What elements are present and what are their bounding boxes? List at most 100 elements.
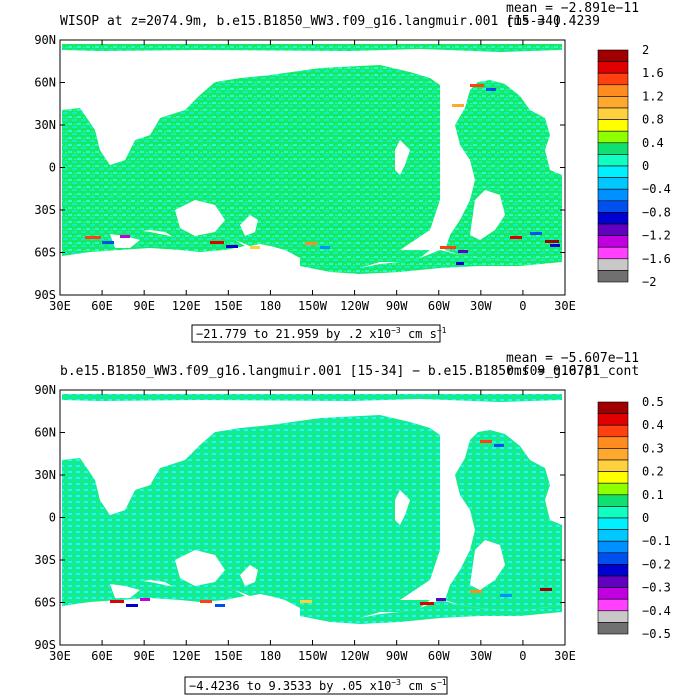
- panel-2-lat-axis: 90N 60N 30N 0 30S 60S 90S: [34, 383, 565, 652]
- lon-label: 60W: [428, 299, 450, 313]
- colorbar-swatch: [597, 552, 629, 565]
- colorbar-swatch: [597, 246, 629, 260]
- lon-label: 120W: [340, 649, 370, 663]
- lon-label: 30E: [49, 299, 71, 313]
- lon-label: 150W: [298, 299, 328, 313]
- lon-label: 30W: [470, 299, 492, 313]
- colorbar-swatch: [597, 564, 629, 577]
- lon-label: 120E: [172, 299, 201, 313]
- colorbar-label: 0.4: [642, 418, 664, 432]
- lat-label: 0: [49, 511, 56, 525]
- lat-label: 30N: [34, 118, 56, 132]
- svg-text:−21.779 to 21.959 by .2 x10−3: −21.779 to 21.959 by .2 x10−3 cm s−1: [196, 326, 447, 341]
- colorbar-label: −1.2: [642, 229, 671, 243]
- lat-label: 60N: [34, 426, 56, 440]
- panel-1-range-exp: −3: [391, 326, 401, 335]
- lon-label: 30E: [49, 649, 71, 663]
- panel-2: mean = −5.607e−11 rms = 0.0781 b.e15.B18…: [34, 351, 671, 695]
- lat-label: 0: [49, 161, 56, 175]
- lon-label: 150E: [214, 299, 243, 313]
- panel-2-mean: mean = −5.607e−11: [506, 351, 639, 366]
- svg-text:−4.4236 to 9.3533 by .05 x10−3: −4.4236 to 9.3533 by .05 x10−3 cm s−1: [189, 678, 447, 693]
- colorbar-swatch: [597, 84, 629, 97]
- lat-label: 90N: [34, 383, 56, 397]
- colorbar-swatch: [597, 575, 629, 588]
- lat-label: 90N: [34, 33, 56, 47]
- colorbar-swatch: [597, 459, 629, 472]
- colorbar-swatch: [597, 424, 629, 438]
- panel-1-lon-axis: 30E 60E 90E 120E 150E 180 150W 120W 90W 60W 30W 0 30…: [49, 40, 576, 313]
- panel-2-range-box: −4.4236 to 9.3533 by .05 x10−3 cm s−1: [184, 676, 448, 695]
- panel-1: mean = −2.891e−11 rms = 0.4239 WISOP at …: [34, 1, 671, 343]
- panel-2-title: b.e15.B1850_WW3.f09_g16.langmuir.001 [15…: [60, 364, 639, 379]
- lat-label: 30S: [34, 203, 56, 217]
- lat-label: 60N: [34, 76, 56, 90]
- colorbar-label: 1.6: [642, 66, 664, 80]
- colorbar-label: −0.5: [642, 627, 671, 641]
- colorbar-swatch: [597, 200, 629, 213]
- colorbar-swatch: [597, 119, 629, 132]
- colorbar-label: −0.4: [642, 182, 671, 196]
- colorbar-label: 0.1: [642, 488, 664, 502]
- colorbar-swatch: [597, 517, 629, 530]
- panel-1-range-units: cm s: [401, 327, 437, 341]
- colorbar-label: −0.2: [642, 557, 671, 571]
- lon-label: 120E: [172, 649, 201, 663]
- colorbar-label: −0.1: [642, 534, 671, 548]
- colorbar-swatch: [597, 142, 629, 155]
- colorbar-swatch: [597, 529, 629, 542]
- lon-label: 180: [260, 649, 282, 663]
- panel-2-map: [60, 390, 565, 645]
- colorbar-swatch: [597, 436, 629, 449]
- lat-label: 60S: [34, 596, 56, 610]
- lon-label: 90W: [386, 649, 408, 663]
- lon-label: 90E: [133, 649, 155, 663]
- colorbar-label: −0.8: [642, 205, 671, 219]
- panel-2-range-text: −4.4236 to 9.3533 by .05 x10: [189, 679, 391, 693]
- panel-1-rms: rms = 0.4239: [506, 14, 600, 29]
- lon-label: 180: [260, 299, 282, 313]
- lon-label: 60E: [91, 299, 113, 313]
- colorbar-swatch: [597, 506, 629, 519]
- colorbar-swatch: [597, 610, 629, 623]
- panel-1-mean: mean = −2.891e−11: [506, 1, 639, 16]
- colorbar-swatch: [597, 130, 629, 144]
- panel-1-range-text: −21.779 to 21.959 by .2 x10: [196, 327, 391, 341]
- panel-1-title: WISOP at z=2074.9m, b.e15.B1850_WW3.f09_…: [60, 14, 561, 29]
- lon-label: 0: [519, 299, 526, 313]
- lon-label: 30W: [470, 649, 492, 663]
- lat-label: 30N: [34, 468, 56, 482]
- colorbar-swatch: [597, 540, 629, 554]
- colorbar-label: 0: [642, 511, 649, 525]
- colorbar-label: −1.6: [642, 252, 671, 266]
- colorbar-swatch: [597, 107, 629, 120]
- colorbar-swatch: [597, 235, 629, 248]
- colorbar-swatch: [597, 177, 629, 190]
- panel-2-colorbar: [597, 401, 629, 635]
- colorbar-label: 0.3: [642, 441, 664, 455]
- colorbar-label: −0.3: [642, 581, 671, 595]
- lon-label: 120W: [340, 299, 370, 313]
- colorbar-label: 0.2: [642, 465, 664, 479]
- colorbar-swatch: [597, 49, 629, 62]
- panel-1-lat-axis: 90N 60N 30N 0 30S 60S 90S: [34, 33, 565, 302]
- colorbar-label: 0.4: [642, 136, 664, 150]
- lon-label: 60W: [428, 649, 450, 663]
- colorbar-swatch: [597, 622, 629, 635]
- panel-1-map: [60, 40, 565, 295]
- colorbar-label: 1.2: [642, 89, 664, 103]
- lon-label: 60E: [91, 649, 113, 663]
- lon-label: 150W: [298, 649, 328, 663]
- panel-2-colorbar-labels: 0.5 0.4 0.3 0.2 0.1 0 −0.1 −0.2 −0.3 −0.4 −0.5: [642, 395, 671, 641]
- panel-1-range-box: −21.779 to 21.959 by .2 x10−3 cm s−1: [191, 324, 447, 343]
- colorbar-swatch: [597, 587, 629, 600]
- colorbar-swatch: [597, 154, 629, 167]
- colorbar-label: 0.8: [642, 113, 664, 127]
- panel-2-lon-axis: 30E 60E 90E 120E 150E 180 150W 120W 90W 60W 30W 0 30…: [49, 390, 576, 663]
- lon-label: 90W: [386, 299, 408, 313]
- colorbar-label: 2: [642, 43, 649, 57]
- colorbar-swatch: [597, 258, 629, 271]
- colorbar-swatch: [597, 188, 629, 202]
- panel-2-range-units: cm s: [401, 679, 437, 693]
- colorbar-swatch: [597, 96, 629, 109]
